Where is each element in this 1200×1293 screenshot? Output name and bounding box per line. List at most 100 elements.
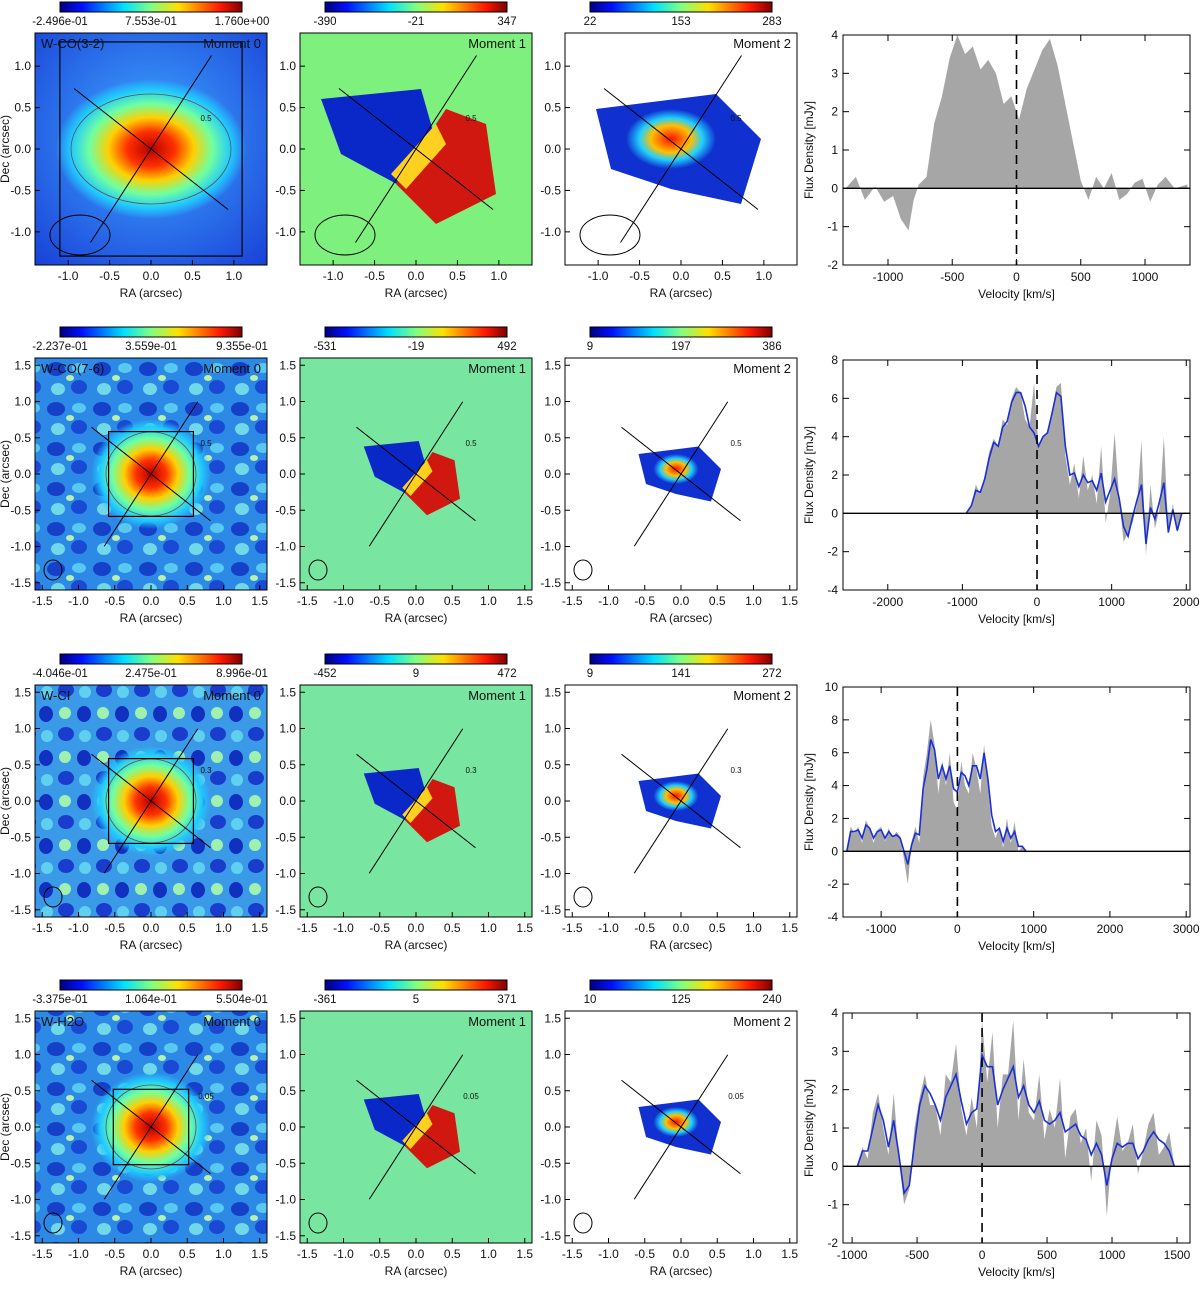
moment0-panel: -2.237e-01 3.559e-01 9.355e-01 0.5 W-CO(7-6)… <box>0 326 268 625</box>
y-tick-label: 0.5 <box>544 1084 561 1098</box>
y-tick-label: -1.0 <box>540 225 561 239</box>
x-tick-label: 1.0 <box>745 594 762 608</box>
contour-label: 0.05 <box>198 1092 214 1101</box>
minor-axis <box>338 88 494 210</box>
x-tick-label: -1.0 <box>333 921 354 935</box>
y-tick-label: -0.5 <box>10 503 31 517</box>
x-tick-label: -1.0 <box>333 1247 354 1261</box>
colorbar-max-label: 240 <box>762 994 781 1006</box>
ra-axis-label: RA (arcsec) <box>120 286 183 300</box>
y-tick-label: 4 <box>831 1006 838 1020</box>
x-tick-label: 1000 <box>1020 922 1047 936</box>
x-tick-label: 0.5 <box>179 921 196 935</box>
x-tick-label: -1.5 <box>297 594 318 608</box>
velocity-gradient <box>391 124 446 189</box>
map-body: 0.5 <box>35 33 267 265</box>
beam-ellipse <box>308 886 328 908</box>
y-tick-label: 1.5 <box>544 358 561 372</box>
spectrum-panel: -1000 -500 0 500 1000 1500 -2 -1 0 1 2 3 4 Velocity [… <box>802 1006 1191 1279</box>
velocity-gradient <box>402 460 433 496</box>
y-tick-label: 0.5 <box>279 101 296 115</box>
moment-title: Moment 1 <box>468 688 526 703</box>
x-tick-label: -1.5 <box>297 1247 318 1261</box>
spectrum-frame <box>842 686 1191 918</box>
x-tick-label: 1.0 <box>226 269 243 283</box>
x-tick-label: 0.5 <box>179 1247 196 1261</box>
contour-label: 0.5 <box>465 439 477 448</box>
minor-axis <box>621 1079 741 1175</box>
y-tick-label: -0.5 <box>540 183 561 197</box>
y-tick-label: 0.0 <box>279 142 296 156</box>
minor-axis <box>356 753 476 849</box>
y-tick-label: 1.5 <box>279 358 296 372</box>
y-tick-label: -1.5 <box>10 903 31 917</box>
y-tick-label: 1.0 <box>544 395 561 409</box>
y-tick-label: 0.5 <box>14 758 31 772</box>
colorbar <box>59 1 243 13</box>
colorbar <box>589 653 773 665</box>
x-tick-label: 0.5 <box>714 269 731 283</box>
x-tick-label: 0.0 <box>408 594 425 608</box>
contour-label: 0.5 <box>730 439 742 448</box>
colorbar-min-label: 9 <box>587 341 593 353</box>
contour-label: 0.3 <box>465 766 477 775</box>
colorbar <box>59 653 243 665</box>
x-tick-label: 0.0 <box>143 1247 160 1261</box>
redshifted-region <box>405 452 460 516</box>
y-tick-label: 1.0 <box>544 59 561 73</box>
moment2-panel: 9 141 272 0.3 Moment 2 -1.5-1.5 -1.0 -1.0 -0.5 -0… <box>540 653 798 952</box>
x-tick-label: 1.0 <box>480 921 497 935</box>
x-tick-label: -1.5 <box>297 921 318 935</box>
y-tick-label: -4 <box>827 910 838 924</box>
colorbar-min-label: -2.237e-01 <box>32 341 88 353</box>
y-tick-label: 1.0 <box>14 1048 31 1062</box>
y-tick-label: -1.0 <box>540 540 561 554</box>
x-tick-label: 1.0 <box>480 1247 497 1261</box>
x-tick-label: 0 <box>1034 595 1041 609</box>
moment0-panel: -3.375e-01 1.064e-01 5.504e-01 0.05 W-H2O Mom… <box>0 979 268 1278</box>
redshifted-region <box>405 779 460 843</box>
line-label: W-CO(7-6) <box>41 361 104 376</box>
x-tick-label: -0.5 <box>369 594 390 608</box>
colorbar-min-label: -4.046e-01 <box>32 668 88 680</box>
x-tick-label: 1.5 <box>781 594 798 608</box>
colorbar-mid-label: 197 <box>671 341 690 353</box>
row-w-co-3-2-: -2.496e-01 7.553e-01 1.760e+00 0.5 W-CO(3-2)… <box>0 1 1191 301</box>
y-tick-label: 4 <box>831 779 838 793</box>
x-tick-label: 1.0 <box>745 921 762 935</box>
moment0-contour <box>105 1084 197 1170</box>
x-tick-label: 0.0 <box>408 921 425 935</box>
map-body: 0.05 <box>35 1011 267 1243</box>
y-tick-label: 0.5 <box>14 101 31 115</box>
x-tick-label: -1.5 <box>562 1247 583 1261</box>
x-tick-label: 1.5 <box>516 921 533 935</box>
moment-title: Moment 2 <box>733 361 791 376</box>
y-tick-label: 0.5 <box>544 431 561 445</box>
x-tick-label: 0 <box>1013 270 1020 284</box>
dec-axis-label: Dec (arcsec) <box>0 115 12 183</box>
minor-axis <box>73 88 229 210</box>
colorbar-mid-label: 7.553e-01 <box>125 16 177 28</box>
velocity-axis-label: Velocity [km/s] <box>978 612 1055 626</box>
contour-label: 0.05 <box>463 1092 479 1101</box>
x-tick-label: 1.5 <box>516 1247 533 1261</box>
velocity-gradient <box>402 1113 433 1149</box>
ra-axis-label: RA (arcsec) <box>650 286 713 300</box>
x-tick-label: 0.0 <box>143 921 160 935</box>
colorbar-max-label: 472 <box>497 668 516 680</box>
moment2-panel: 10 125 240 0.05 Moment 2 -1.5-1.5 -1.0 -1.0 -0.5… <box>540 979 798 1278</box>
y-tick-label: -1.0 <box>10 540 31 554</box>
y-tick-label: 1.5 <box>279 685 296 699</box>
colorbar-min-label: -2.496e-01 <box>32 16 88 28</box>
x-tick-label: 1.5 <box>251 594 268 608</box>
y-tick-label: 2 <box>831 811 838 825</box>
colorbar-min-label: -452 <box>313 668 336 680</box>
colorbar-mid-label: 1.064e-01 <box>125 994 177 1006</box>
moment0-panel: -2.496e-01 7.553e-01 1.760e+00 0.5 W-CO(3-2)… <box>0 1 269 300</box>
contour-label: 0.5 <box>200 114 212 123</box>
x-tick-label: 500 <box>1037 1248 1057 1262</box>
x-tick-label: 1.0 <box>756 269 773 283</box>
colorbar <box>589 1 773 13</box>
dispersion-peak <box>653 454 699 484</box>
y-tick-label: 1.0 <box>279 59 296 73</box>
